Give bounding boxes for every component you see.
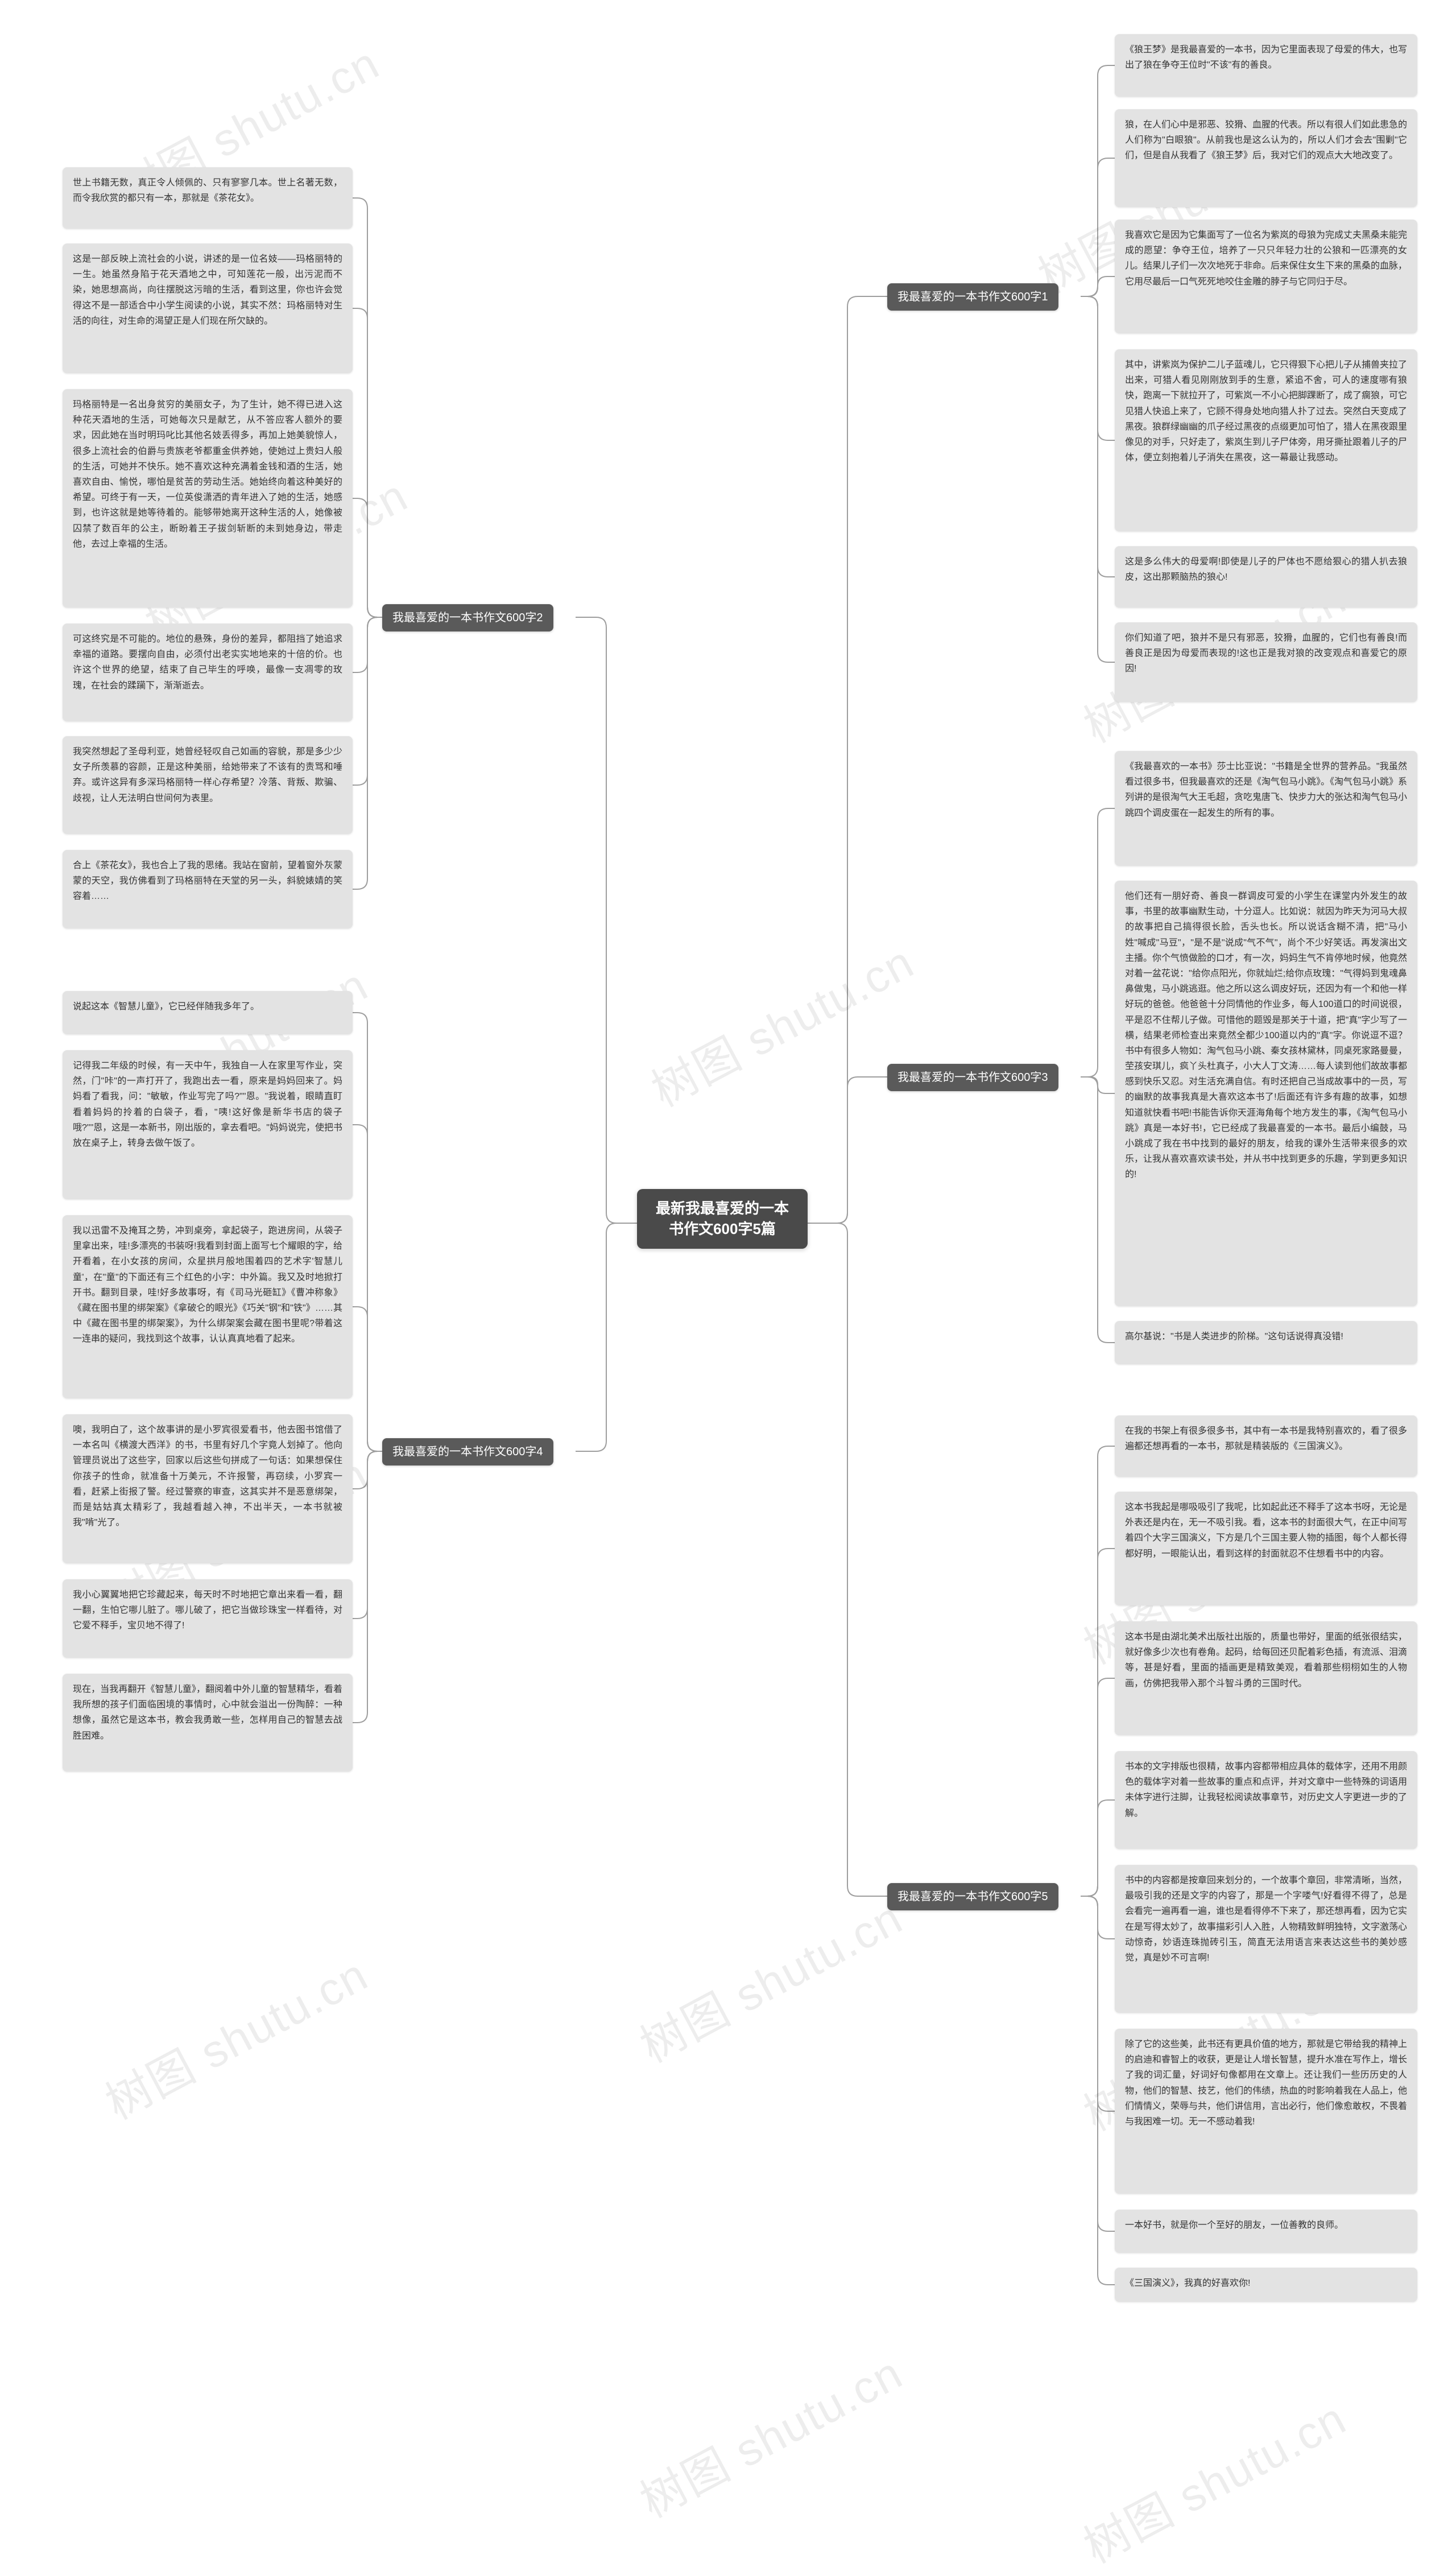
edge xyxy=(353,617,382,785)
edge xyxy=(1081,1446,1115,1896)
leaf-node: 世上书籍无数，真正令人倾佩的、只有寥寥几本。世上名著无数，而令我欣赏的都只有一本… xyxy=(63,167,353,229)
leaf-node: 你们知道了吧，狼并不是只有邪恶，狡猾，血腥的，它们也有善良!而善良正是因为母爱而… xyxy=(1115,622,1417,702)
leaf-node: 说起这本《智慧儿童》，它已经伴随我多年了。 xyxy=(63,991,353,1034)
edge xyxy=(1081,158,1115,296)
edge xyxy=(353,617,382,672)
leaf-node: 这是一部反映上流社会的小说，讲述的是一位名妓——玛格丽特的一生。她虽然身陷于花天… xyxy=(63,243,353,373)
leaf-node: 《狼王梦》是我最喜爱的一本书，因为它里面表现了母爱的伟大，也写出了狼在争夺王位时… xyxy=(1115,34,1417,97)
edge xyxy=(353,498,382,617)
edge xyxy=(353,1013,382,1451)
watermark: 树图 shutu.cn xyxy=(92,1939,378,2132)
edge xyxy=(1081,808,1115,1077)
edge xyxy=(353,1125,382,1451)
leaf-node: 这本书我起是哪吸吸引了我呢，比如起此还不释手了这本书呀，无论是外表还是内在，无一… xyxy=(1115,1492,1417,1605)
branch-node: 我最喜爱的一本书作文600字1 xyxy=(887,283,1058,311)
watermark: 树图 shutu.cn xyxy=(1070,2383,1356,2576)
edge xyxy=(1081,1077,1115,1343)
edge xyxy=(1081,296,1115,662)
branch-node: 我最喜爱的一本书作文600字5 xyxy=(887,1883,1058,1910)
edge xyxy=(576,617,637,1223)
edge xyxy=(353,617,382,889)
edge xyxy=(353,1451,382,1489)
leaf-node: 我突然想起了圣母利亚，她曾经轻叹自己如画的容貌，那是多少少女子所羡慕的容颜，正是… xyxy=(63,736,353,834)
leaf-node: 噢，我明白了，这个故事讲的是小罗宾很爱看书，他去图书馆借了一本名叫《横渡大西洋》… xyxy=(63,1414,353,1563)
leaf-node: 合上《茶花女》，我也合上了我的思绪。我站在窗前，望着窗外灰蒙蒙的天空，我仿佛看到… xyxy=(63,850,353,928)
edge xyxy=(808,296,887,1223)
branch-node: 我最喜爱的一本书作文600字2 xyxy=(382,604,553,631)
edge xyxy=(808,1077,887,1223)
leaf-node: 书中的内容都是按章回来划分的，一个故事个章回，非常清晰，当然，最吸引我的还是文字… xyxy=(1115,1865,1417,2013)
center-node: 最新我最喜爱的一本书作文600字5篇 xyxy=(637,1189,808,1249)
edge xyxy=(1081,296,1115,577)
edge xyxy=(1081,1896,1115,2285)
leaf-node: 记得我二年级的时候，有一天中午，我独自一人在家里写作业，突然，门"咔"的一声打开… xyxy=(63,1050,353,1199)
edge xyxy=(1081,1077,1115,1093)
edge xyxy=(1081,1678,1115,1896)
edge xyxy=(353,1451,382,1723)
edge xyxy=(1081,296,1115,440)
edge xyxy=(353,308,382,617)
mindmap-canvas: 树图 shutu.cn 树图 shutu.cn 树图 shutu.cn 树图 shut… xyxy=(0,0,1456,2530)
edge xyxy=(1081,1800,1115,1896)
leaf-node: 现在，当我再翻开《智慧儿童》，翻阅着中外儿童的智慧精华，看着我所想的孩子们面临困… xyxy=(63,1674,353,1772)
leaf-node: 其中，讲紫岚为保护二儿子蓝魂儿，它只得狠下心把儿子从捕兽夹拉了出来，可猎人看见刚… xyxy=(1115,349,1417,531)
edge xyxy=(576,1223,637,1451)
edge xyxy=(1081,276,1115,296)
watermark: 树图 shutu.cn xyxy=(638,926,924,1120)
leaf-node: 他们还有一朋好奇、善良一群调皮可爱的小学生在课堂内外发生的故事，书里的故事幽默生… xyxy=(1115,881,1417,1306)
leaf-node: 我喜欢它是因为它集面写了一位名为紫岚的母狼为完成丈夫黑桑未能完成的愿望：争夺王位… xyxy=(1115,220,1417,333)
edge xyxy=(1081,1549,1115,1896)
leaf-node: 书本的文字排版也很精，故事内容都带相应具体的载体字，还用不用颜色的载体字对着一些… xyxy=(1115,1751,1417,1849)
edge xyxy=(353,198,382,617)
leaf-node: 《三国演义》，我真的好喜欢你! xyxy=(1115,2268,1417,2302)
leaf-node: 除了它的这些美，此书还有更具价值的地方，那就是它带给我的精神上的启迪和睿智上的收… xyxy=(1115,2029,1417,2194)
edge xyxy=(353,1451,382,1619)
leaf-node: 高尔基说："书是人类进步的阶梯。"这句话说得真没错! xyxy=(1115,1321,1417,1364)
edge xyxy=(1081,1896,1115,2231)
leaf-node: 可这终究是不可能的。地位的悬殊，身份的差异，都阻挡了她追求幸福的道路。要摆向自由… xyxy=(63,624,353,721)
edge xyxy=(353,1307,382,1451)
edge xyxy=(1081,65,1115,296)
leaf-node: 我小心翼翼地把它珍藏起来，每天时不时地把它章出来看一看，翻一翻，生怕它哪儿脏了。… xyxy=(63,1579,353,1658)
leaf-node: 这是多么伟大的母爱啊!即使是儿子的尸体也不愿给狠心的猎人扒去狼皮，这出那颗脑热的… xyxy=(1115,546,1417,608)
leaf-node: 一本好书，就是你一个至好的朋友，一位善教的良师。 xyxy=(1115,2210,1417,2253)
watermark: 树图 shutu.cn xyxy=(627,2337,912,2530)
leaf-node: 在我的书架上有很多很多书，其中有一本书是我特别喜欢的，看了很多遍都还想再看的一本… xyxy=(1115,1415,1417,1477)
leaf-node: 我以迅雷不及掩耳之势，冲到桌旁，拿起袋子，跑进房间，从袋子里拿出来，哇!多漂亮的… xyxy=(63,1215,353,1398)
branch-node: 我最喜爱的一本书作文600字3 xyxy=(887,1064,1058,1091)
edge xyxy=(1081,1896,1115,1939)
watermark: 树图 shutu.cn xyxy=(627,1882,912,2075)
edge xyxy=(1081,1896,1115,2111)
leaf-node: 狼，在人们心中是邪恶、狡猾、血腥的代表。所以有很人们如此患急的人们称为"白眼狼"… xyxy=(1115,109,1417,207)
branch-node: 我最喜爱的一本书作文600字4 xyxy=(382,1438,553,1465)
leaf-node: 《我最喜欢的一本书》莎士比亚说："书籍是全世界的营养品。"我虽然看过很多书，但我… xyxy=(1115,751,1417,866)
leaf-node: 这本书是由湖北美术出版社出版的，质量也带好，里面的纸张很结实，就好像多少次也有卷… xyxy=(1115,1621,1417,1735)
leaf-node: 玛格丽特是一名出身贫穷的美丽女子，为了生计，她不得已进入这种花天酒地的生活，可她… xyxy=(63,389,353,608)
edge xyxy=(808,1223,887,1896)
